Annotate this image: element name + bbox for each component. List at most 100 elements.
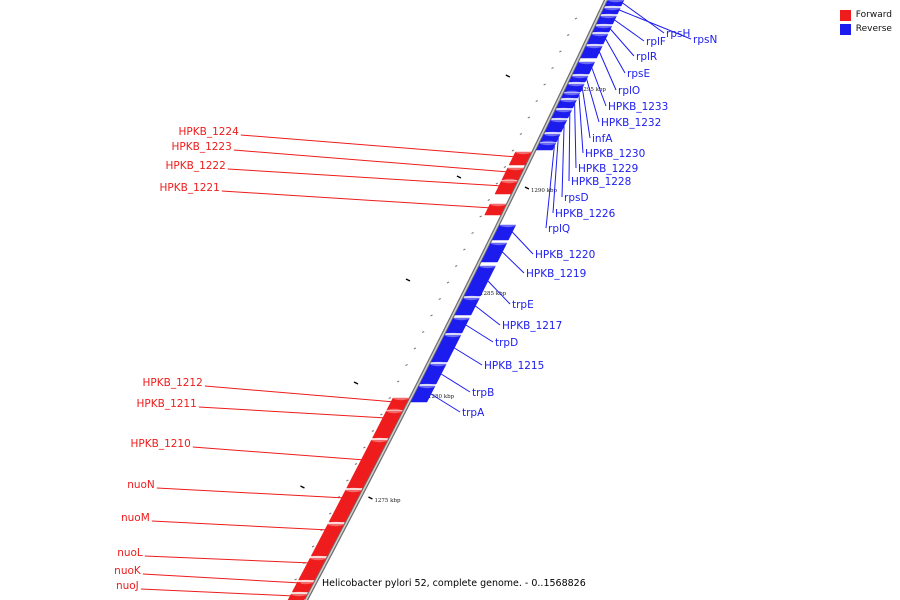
gene-cap-HPKB_1229 — [560, 97, 577, 103]
gene-cap-rpsE — [591, 31, 608, 37]
gene-label-HPKB_1230: HPKB_1230 — [585, 148, 645, 160]
minor-tick — [294, 578, 297, 581]
scale-label: 1290 kbp — [531, 188, 558, 194]
gene-cap-nuoM — [327, 521, 344, 527]
legend-reverse-label: Reverse — [855, 24, 892, 34]
leader-line — [561, 125, 565, 198]
minor-tick — [511, 149, 515, 152]
gene-block-rplF — [596, 15, 617, 25]
leader-line — [487, 280, 511, 305]
reverse-swatch — [839, 23, 851, 35]
leader-line — [578, 94, 584, 154]
minor-tick — [354, 463, 358, 465]
gene-block-HPKB_1233 — [572, 61, 596, 75]
leader-line — [142, 573, 302, 584]
minor-tick — [363, 446, 366, 449]
leader-line — [204, 385, 395, 403]
gene-block-rplO — [580, 45, 603, 59]
gene-block-trpB — [419, 363, 447, 385]
gene-block-HPKB_1232 — [568, 75, 589, 83]
minor-tick — [396, 380, 400, 383]
gene-label-rpsD: rpsD — [564, 192, 589, 204]
gene-block-rpsD — [544, 119, 568, 133]
minor-tick — [413, 347, 417, 350]
gene-cap-rplR — [595, 23, 612, 29]
minor-tick — [405, 364, 408, 366]
gene-cap-HPKB_1226 — [544, 131, 561, 137]
major-tick-outer — [300, 485, 305, 489]
gene-label-HPKB_1212: HPKB_1212 — [143, 377, 203, 389]
gene-cap-rplQ — [539, 140, 556, 146]
gene-label-HPKB_1223: HPKB_1223 — [172, 141, 232, 153]
gene-label-HPKB_1232: HPKB_1232 — [601, 117, 661, 129]
gene-block-trpA — [410, 385, 436, 403]
gene-cap-HPKB_1215 — [444, 332, 461, 338]
legend-reverse: Reverse — [839, 22, 892, 36]
gene-label-nuoK: nuoK — [114, 565, 142, 577]
gene-cap-infA — [568, 81, 585, 87]
leader-line — [156, 487, 346, 499]
leader-line — [198, 406, 387, 419]
gene-cap-rpsD — [550, 117, 567, 123]
gene-label-HPKB_1224: HPKB_1224 — [179, 126, 240, 138]
major-tick — [368, 496, 373, 500]
gene-label-HPKB_1226: HPKB_1226 — [555, 208, 616, 220]
gene-cap-rpsN — [604, 5, 621, 11]
gene-block-HPKB_1220 — [491, 224, 517, 241]
leader-line — [586, 78, 600, 123]
scale-label: 1285 kbp — [480, 291, 507, 297]
leader-line — [440, 373, 471, 393]
gene-cap-HPKB_1217 — [463, 295, 480, 301]
major-tick-outer — [505, 74, 511, 78]
leader-line — [221, 190, 493, 209]
minor-tick — [495, 182, 499, 185]
minor-tick — [421, 331, 425, 333]
gene-block-rpsN — [601, 7, 621, 15]
gene-label-HPKB_1229: HPKB_1229 — [578, 163, 638, 175]
legend: Forward Reverse — [839, 8, 892, 36]
gene-cap-nuoJ — [291, 591, 308, 597]
major-tick — [524, 186, 530, 190]
gene-block-rpsH — [604, 0, 625, 7]
gene-block-HPKB_1226 — [539, 133, 561, 143]
leader-line — [227, 168, 503, 187]
gene-block-infA — [563, 83, 585, 93]
gene-cap-HPKB_1219 — [490, 240, 507, 246]
genome-caption: Helicobacter pylori 52, complete genome.… — [322, 578, 586, 589]
gene-cap-HPKB_1222 — [501, 178, 518, 184]
minor-tick — [471, 232, 474, 234]
minor-tick — [388, 397, 391, 399]
gene-cap-rplF — [600, 13, 617, 19]
minor-tick — [519, 133, 523, 135]
gene-block-HPKB_1229 — [556, 99, 577, 109]
minor-tick — [574, 17, 578, 20]
gene-label-HPKB_1222: HPKB_1222 — [166, 160, 226, 172]
gene-cap-HPKB_1210 — [371, 437, 388, 443]
gene-cap-trpB — [430, 361, 447, 367]
backbone-highlight — [305, 0, 607, 600]
gene-label-HPKB_1211: HPKB_1211 — [137, 398, 197, 410]
minor-tick — [463, 248, 466, 251]
gene-block-HPKB_1215 — [430, 334, 462, 363]
leader-line — [591, 67, 607, 107]
gene-label-HPKB_1233: HPKB_1233 — [608, 101, 668, 113]
leader-line — [614, 19, 645, 42]
leader-line — [502, 251, 525, 274]
minor-tick — [446, 281, 450, 284]
leader-line — [144, 555, 312, 564]
gene-label-trpB: trpB — [472, 387, 494, 399]
minor-tick — [551, 67, 554, 69]
minor-tick — [559, 50, 562, 53]
gene-cap-HPKB_1223 — [507, 165, 524, 171]
gene-label-nuoN: nuoN — [127, 479, 155, 491]
gene-label-rplF: rplF — [646, 36, 666, 48]
gene-label-HPKB_1217: HPKB_1217 — [502, 320, 562, 332]
legend-forward-label: Forward — [855, 10, 892, 20]
leader-line — [511, 231, 534, 255]
gene-label-HPKB_1220: HPKB_1220 — [535, 249, 595, 261]
gene-block-rplQ — [536, 142, 557, 151]
scale-label: 1280 kbp — [428, 394, 455, 400]
leader-line — [465, 324, 494, 343]
minor-tick — [479, 215, 482, 218]
